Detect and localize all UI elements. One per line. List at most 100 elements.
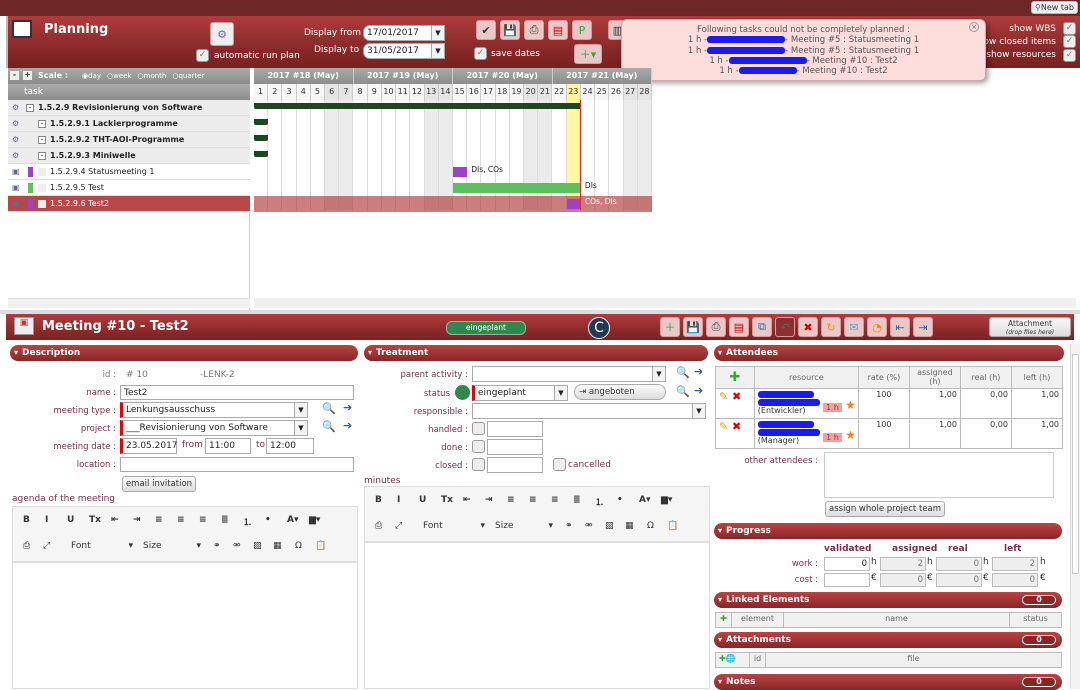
image-button[interactable]: ▨: [605, 521, 614, 531]
done-date-input[interactable]: [487, 439, 543, 455]
clear-format-button[interactable]: Tx: [441, 495, 453, 505]
show-closed-checkbox[interactable]: ✓: [1063, 35, 1076, 48]
end-time-input[interactable]: 12:00: [266, 438, 314, 454]
save-baseline-button[interactable]: 💾: [500, 20, 520, 40]
close-icon[interactable]: ×: [969, 22, 979, 32]
gantt-bar[interactable]: [566, 199, 581, 209]
maximize-button[interactable]: ⤢: [395, 521, 403, 531]
align-left-button[interactable]: ≡: [155, 515, 163, 525]
attachment-drop-button[interactable]: Attachment (drop files here): [989, 317, 1071, 337]
goto-arrow-icon[interactable]: ➔: [343, 419, 353, 432]
indent-button[interactable]: ⇥: [133, 515, 141, 525]
scale-option-quarter[interactable]: ○quarter: [172, 72, 205, 80]
save-button[interactable]: 💾: [683, 317, 703, 337]
collapse-toggle[interactable]: -: [38, 120, 46, 128]
new-item-dropdown-button[interactable]: ＋▾: [574, 44, 602, 64]
goto-arrow-icon[interactable]: ➔: [694, 365, 704, 378]
delete-button[interactable]: ✖: [798, 317, 818, 337]
task-row[interactable]: ⚙ -1.5.2.9.1 Lackierprogramme: [8, 116, 250, 132]
numbered-list-button[interactable]: ⒈: [243, 518, 253, 528]
image-button[interactable]: ▨: [253, 541, 262, 551]
scale-option-month[interactable]: ○month: [137, 72, 167, 80]
text-color-button[interactable]: A▾: [287, 515, 299, 525]
closed-checkbox[interactable]: [472, 458, 485, 471]
link-button[interactable]: ⚭: [565, 521, 573, 531]
rss-button[interactable]: ◔: [867, 317, 887, 337]
location-input[interactable]: [120, 457, 354, 472]
collapse-toggle[interactable]: -: [26, 104, 34, 112]
task-row[interactable]: ⚙ -1.5.2.9.2 THT-AOI-Programme: [8, 132, 250, 148]
new-tab-button[interactable]: ⚲New tab: [1031, 1, 1078, 14]
radio-button[interactable]: ○: [137, 72, 144, 80]
add-attendee-button[interactable]: ✚: [729, 370, 741, 385]
align-center-button[interactable]: ≡: [529, 495, 537, 505]
description-section-header[interactable]: Description: [10, 345, 358, 361]
bg-color-button[interactable]: ▆▾: [661, 495, 673, 505]
horizontal-scrollbar[interactable]: [8, 298, 250, 308]
attendees-section-header[interactable]: Attendees: [714, 345, 1064, 361]
project-export-button[interactable]: P: [572, 20, 592, 40]
clear-format-button[interactable]: Tx: [89, 515, 101, 525]
print-button[interactable]: ⎙: [706, 317, 726, 337]
email-button[interactable]: ✉: [844, 317, 864, 337]
numbered-list-button[interactable]: ⒈: [595, 498, 605, 508]
bullet-list-button[interactable]: •: [617, 495, 623, 505]
link-button[interactable]: ⚭: [213, 541, 221, 551]
refresh-button[interactable]: ↻: [821, 317, 841, 337]
delete-icon[interactable]: ✖: [728, 420, 742, 433]
add-link-button[interactable]: ✚: [720, 614, 727, 623]
assign-project-team-button[interactable]: assign whole project team: [825, 501, 945, 517]
search-icon[interactable]: 🔍: [322, 402, 336, 415]
next-status-button[interactable]: ⇥ angeboten: [574, 384, 666, 400]
task-row[interactable]: ▣ 1.5.2.9.5 Test: [8, 180, 250, 196]
pdf-button[interactable]: ▤: [729, 317, 749, 337]
radio-button[interactable]: ○: [107, 72, 114, 80]
add-link-globe-icon[interactable]: 🌐: [725, 654, 736, 663]
paste-button[interactable]: 📋: [315, 541, 327, 551]
table-button[interactable]: ▦: [625, 521, 634, 531]
search-icon[interactable]: 🔍: [676, 366, 690, 379]
meeting-date-input[interactable]: 23.05.2017: [120, 438, 178, 454]
indent-button[interactable]: ⇥: [485, 495, 493, 505]
name-input[interactable]: Test2: [120, 385, 354, 400]
gantt-horizontal-scrollbar[interactable]: [254, 298, 1076, 308]
task-checkbox[interactable]: [38, 184, 46, 192]
collapse-all-button[interactable]: -: [10, 71, 19, 80]
collapse-toggle[interactable]: -: [38, 136, 46, 144]
unlink-button[interactable]: ⚮: [585, 521, 593, 531]
save-dates-checkbox[interactable]: ✓: [474, 47, 487, 60]
bg-color-button[interactable]: ▆▾: [309, 515, 321, 525]
work-validated-input[interactable]: 0: [824, 557, 870, 571]
bullet-list-button[interactable]: •: [265, 515, 271, 525]
auto-run-checkbox[interactable]: ✓: [196, 49, 209, 62]
display-to-input[interactable]: 31/05/2017 ▼: [363, 43, 445, 59]
gantt-group-bar[interactable]: [254, 135, 269, 141]
show-resources-checkbox[interactable]: ✓: [1063, 49, 1076, 62]
pdf-button[interactable]: ▤: [548, 20, 568, 40]
gantt-group-bar[interactable]: [254, 119, 269, 125]
scale-option-week[interactable]: ○week: [107, 72, 132, 80]
responsible-select[interactable]: ▼: [472, 403, 706, 419]
task-row[interactable]: ▣ 1.5.2.9.6 Test2: [8, 196, 250, 212]
status-select[interactable]: eingeplant ▼: [472, 385, 568, 401]
parent-activity-select[interactable]: ▼: [472, 366, 666, 382]
text-color-button[interactable]: A▾: [639, 495, 651, 505]
minutes-editor[interactable]: [364, 542, 710, 689]
print-button[interactable]: ⎙: [524, 20, 544, 40]
goto-arrow-icon[interactable]: ➔: [343, 401, 353, 414]
underline-button[interactable]: U: [67, 515, 75, 525]
handled-date-input[interactable]: [487, 421, 543, 437]
table-button[interactable]: ▦: [273, 541, 282, 551]
task-row[interactable]: ⚙ -1.5.2.9 Revisionierung von Software: [8, 100, 250, 116]
cancelled-checkbox[interactable]: [553, 458, 566, 471]
gantt-group-bar[interactable]: [254, 151, 269, 157]
handled-checkbox[interactable]: [472, 422, 485, 435]
add-attachment-button[interactable]: ✚: [719, 654, 726, 663]
align-center-button[interactable]: ≡: [177, 515, 185, 525]
goto-arrow-icon[interactable]: ➔: [694, 384, 704, 397]
edit-pencil-icon[interactable]: ✎: [719, 390, 729, 403]
search-icon[interactable]: 🔍: [322, 420, 336, 433]
done-checkbox[interactable]: [472, 440, 485, 453]
